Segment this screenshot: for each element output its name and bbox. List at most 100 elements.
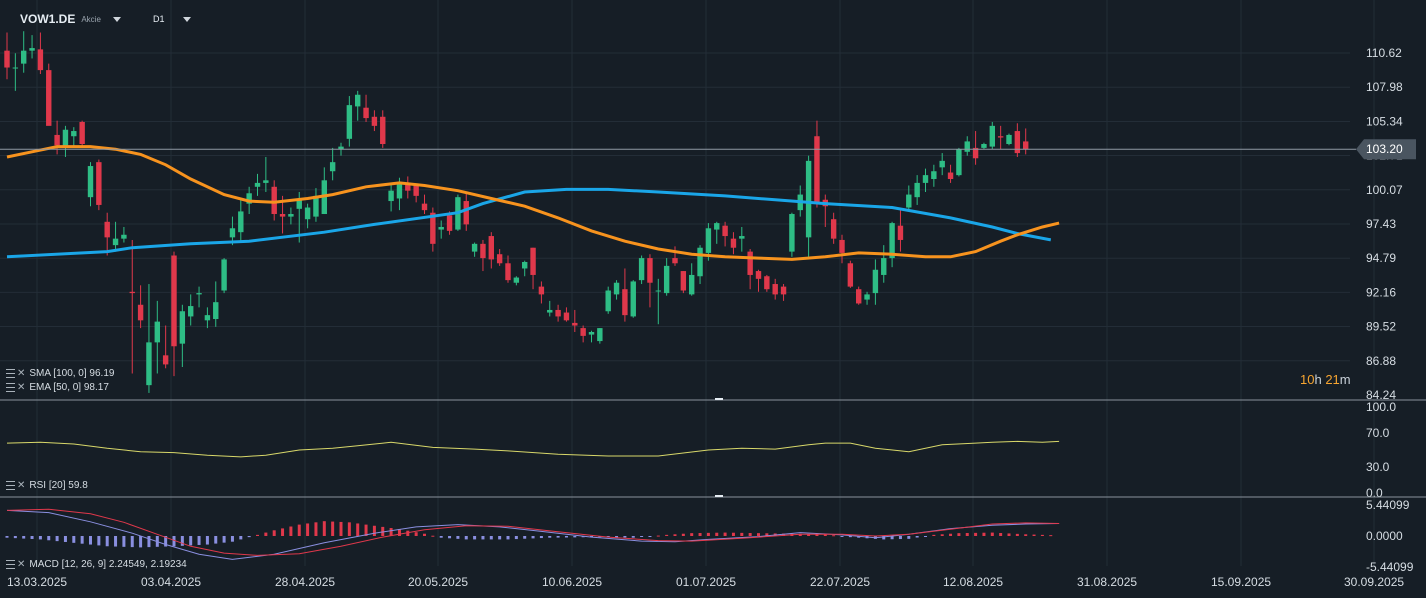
time-tick-label: 30.09.2025 (1344, 575, 1404, 589)
close-icon[interactable]: ✕ (17, 367, 26, 379)
candle (914, 175, 920, 205)
candle-body (931, 171, 937, 180)
time-tick-label: 12.08.2025 (943, 575, 1003, 589)
rsi-legend-label: RSI [20] 59.8 (29, 480, 88, 491)
settings-list-icon[interactable] (6, 369, 15, 378)
settings-list-icon[interactable] (6, 481, 15, 490)
candle (989, 121, 995, 150)
candle (997, 125, 1004, 150)
candle (805, 155, 812, 257)
settings-list-icon[interactable] (6, 560, 15, 569)
macd-histogram-bar (172, 536, 176, 547)
macd-histogram-bar (723, 532, 727, 536)
candle-body (922, 175, 929, 183)
macd-histogram-bar (439, 536, 443, 538)
symbol-selector[interactable]: VOW1.DE Akcie (20, 11, 121, 27)
macd-histogram-bar (882, 536, 886, 540)
rsi-axis[interactable]: 100.070.030.00.0 (1366, 400, 1396, 500)
candle (421, 194, 428, 215)
macd-histogram-bar (139, 536, 143, 548)
macd-pane[interactable] (5, 508, 1060, 560)
macd-histogram-bar (347, 522, 351, 536)
candle-body (480, 243, 486, 259)
candle-body (21, 50, 27, 64)
candle-body (146, 342, 152, 386)
price-axis[interactable]: 110.62107.98105.34102.71100.0797.4394.79… (1366, 46, 1403, 402)
candle-body (538, 286, 545, 295)
macd-histogram-bar (506, 536, 510, 540)
candle-body (780, 286, 787, 295)
macd-histogram-bar (189, 536, 193, 546)
candle-body (204, 315, 211, 321)
candle-body (129, 291, 135, 294)
macd-histogram-bar (665, 534, 669, 536)
candle (488, 232, 494, 269)
candle (188, 294, 194, 326)
macd-histogram-bar (414, 532, 418, 536)
candle (522, 260, 528, 277)
close-icon[interactable]: ✕ (17, 558, 26, 570)
macd-histogram-bar (448, 536, 452, 539)
price-pane[interactable] (0, 31, 1356, 393)
macd-histogram-bar (239, 536, 243, 540)
macd-histogram-bar (898, 536, 902, 540)
macd-histogram-bar (1015, 533, 1019, 536)
candle-body (1023, 141, 1029, 150)
candle-body (947, 172, 954, 180)
candle-body (805, 160, 812, 238)
candle (12, 53, 19, 91)
candle (146, 284, 152, 393)
rsi-legend: ✕ RSI [20] 59.8 (6, 480, 88, 491)
candle-body (655, 290, 661, 292)
macd-histogram-bar (957, 533, 961, 536)
candle-body (4, 50, 10, 68)
pane-resize-handle-macd[interactable] (715, 495, 723, 497)
candle (112, 221, 119, 252)
close-icon[interactable]: ✕ (17, 479, 26, 491)
candle-body (396, 182, 403, 199)
macd-axis[interactable]: 5.44099 0.0000 -5.44099 (1366, 498, 1414, 574)
macd-histogram-bar (748, 533, 752, 536)
candle-body (580, 328, 586, 336)
candle-countdown: 10h 21m (1300, 372, 1351, 387)
macd-histogram-bar (72, 536, 76, 543)
candle (647, 254, 653, 308)
close-icon[interactable]: ✕ (17, 381, 26, 393)
candle-body (530, 247, 536, 275)
candle (580, 325, 586, 343)
candle-body (329, 162, 336, 172)
candles (4, 31, 1029, 393)
candle (121, 226, 127, 243)
candle-body (739, 236, 745, 239)
candle-body (421, 203, 428, 211)
candle (405, 176, 411, 199)
macd-histogram-bar (464, 536, 468, 540)
candle-body (104, 221, 110, 238)
candle (129, 239, 135, 374)
candle (71, 127, 77, 147)
timeframe-selector[interactable]: D1 (153, 11, 191, 27)
candle (597, 328, 603, 344)
candle (856, 286, 862, 305)
candle (62, 125, 69, 157)
sma-legend: ✕ SMA [100, 0] 96.19 (6, 368, 114, 379)
candle (496, 249, 503, 266)
candle-body (555, 309, 561, 317)
macd-histogram-bar (731, 532, 735, 536)
candle (313, 188, 319, 222)
macd-histogram-bar (38, 536, 42, 540)
rsi-pane[interactable] (6, 440, 1060, 458)
pane-resize-handle-rsi[interactable] (715, 398, 723, 400)
macd-histogram-bar (122, 536, 126, 547)
time-axis[interactable]: 13.03.2025 03.04.2025 28.04.2025 20.05.2025… (7, 575, 1404, 589)
candle-body (906, 194, 912, 208)
candle-body (956, 149, 962, 176)
candle-body (388, 190, 394, 202)
macd-histogram-bar (990, 532, 994, 536)
candle (329, 147, 336, 181)
settings-list-icon[interactable] (6, 383, 15, 392)
macd-histogram-bar (264, 532, 268, 536)
candle (380, 110, 386, 148)
candle-body (46, 70, 52, 126)
